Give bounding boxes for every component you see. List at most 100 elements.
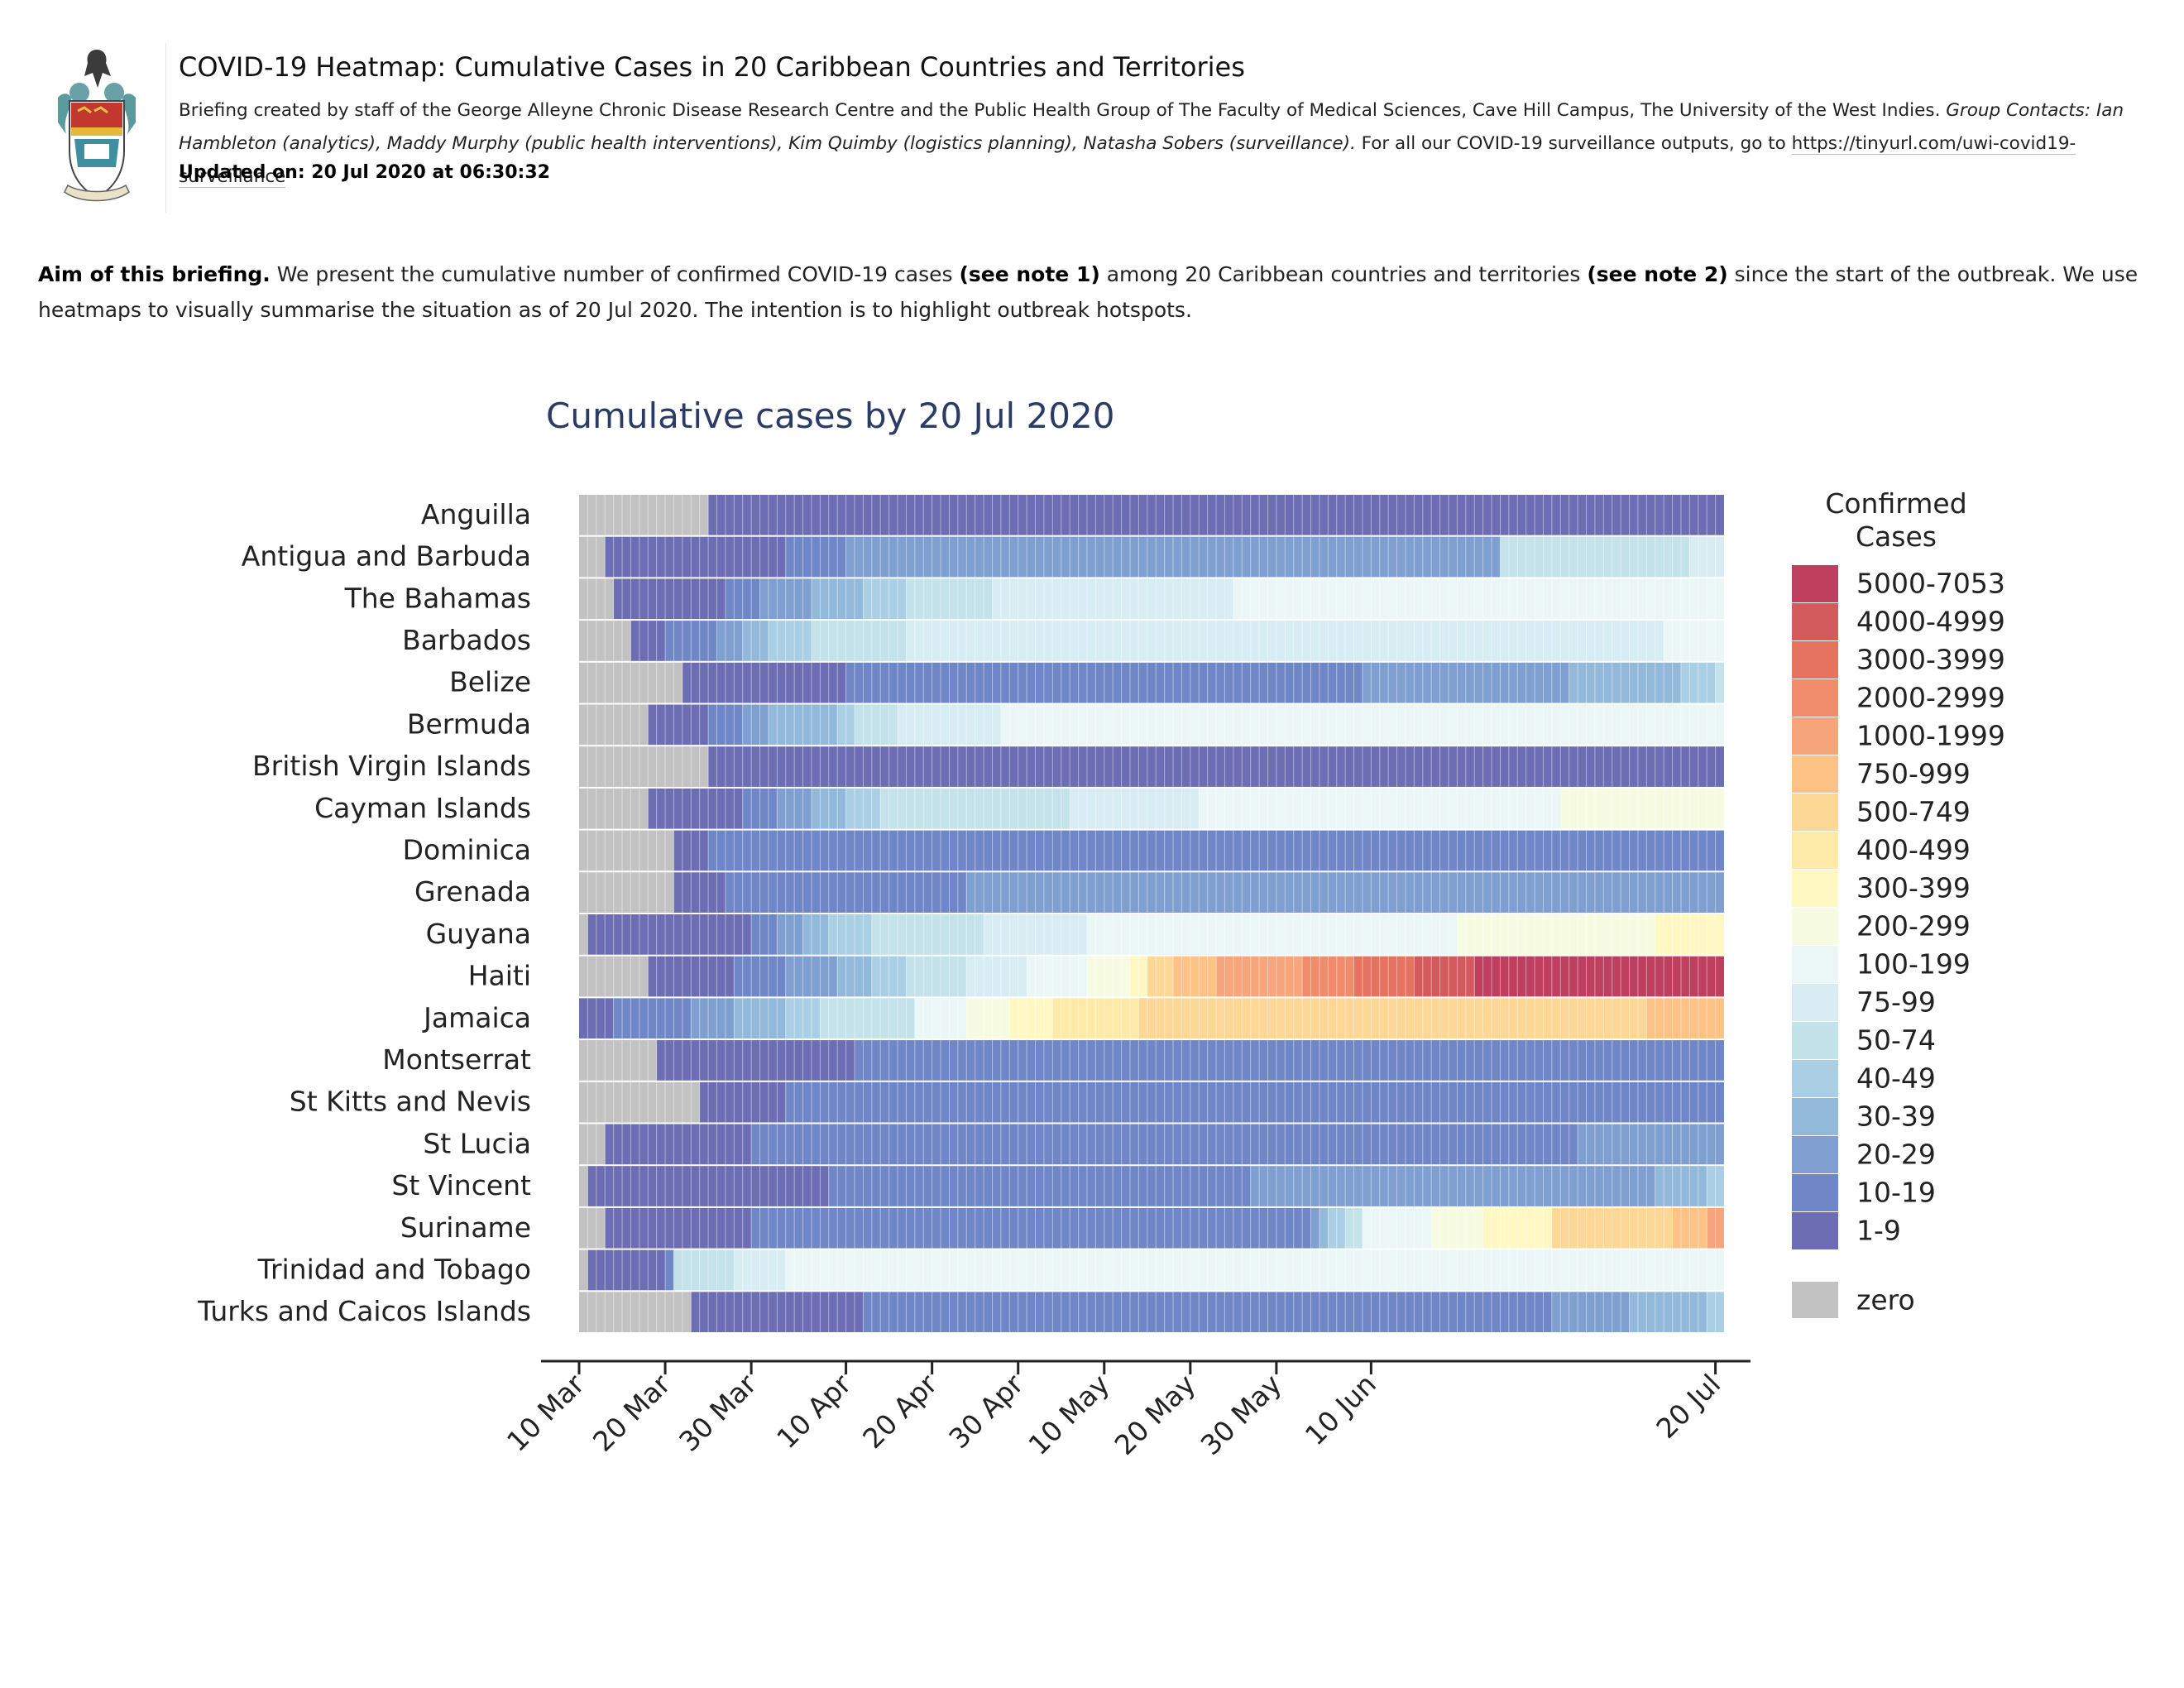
heatmap-band-turks-and-caicos-islands-3 [863,1292,1552,1332]
x-tick-label-20-may: 20 May [1109,1368,1202,1461]
aim-text-1: We present the cumulative number of conf… [270,262,960,286]
heatmap-band-cayman-islands-4 [777,788,812,829]
legend-label-400-499: 400-499 [1856,834,1971,866]
aim-note-2: (see note 2) [1587,262,1728,286]
heatmap-band-suriname-5 [1319,1207,1329,1249]
heatmap-band-belize-6 [1680,662,1716,703]
heatmap-band-suriname-11 [1551,1207,1673,1249]
x-tick-label-30-may: 30 May [1195,1368,1288,1461]
heatmap-band-jamaica-9 [1009,998,1053,1039]
heatmap-band-st-kitts-and-nevis-1 [579,1081,700,1123]
heatmap-band-guyana-10 [1457,914,1655,955]
heatmap-band-guyana-7 [871,914,984,955]
legend-swatch-200-299 [1792,908,1838,945]
legend-swatch-500-749 [1792,794,1838,831]
legend-label-40-49: 40-49 [1856,1062,1936,1095]
heatmap-band-montserrat-1 [579,1040,657,1081]
heatmap-band-jamaica-3 [691,998,735,1039]
x-tick-label-10-mar: 10 Mar [500,1368,591,1458]
row-label-guyana: Guyana [426,918,531,950]
row-label-cayman-islands: Cayman Islands [314,792,531,824]
heatmap-band-bermuda-2 [648,704,709,746]
heatmap-band-guyana-11 [1655,914,1724,955]
heatmap-band-haiti-5 [837,956,872,997]
heatmap-band-haiti-15 [1302,956,1354,997]
aim-label: Aim of this briefing. [38,262,271,286]
heatmap-band-st-lucia-4 [1578,1124,1724,1165]
heatmap-band-cayman-islands-8 [1070,788,1200,829]
heatmap-band-trinidad-and-tobago-4 [673,1249,735,1291]
heatmap-band-montserrat-2 [656,1040,855,1081]
heatmap-band-turks-and-caicos-islands-6 [1707,1292,1724,1332]
heatmap-band-antigua-and-barbuda-5 [1500,536,1690,578]
heatmap-band-trinidad-and-tobago-3 [665,1249,674,1291]
heatmap-band-suriname-10 [1482,1207,1552,1249]
x-tick-label-30-apr: 30 Apr [942,1368,1029,1455]
heatmap-band-grenada-2 [673,872,726,913]
heatmap-band-haiti-17 [1414,956,1475,997]
heatmap-band-the-bahamas-4 [759,578,812,620]
heatmap-band-suriname-1 [579,1207,606,1249]
heatmap-band-st-lucia-2 [605,1124,752,1165]
heatmap-band-st-vincent-4 [1250,1166,1655,1206]
heatmap-band-st-vincent-1 [579,1166,588,1206]
x-tick-label-30-mar: 30 Mar [673,1368,763,1458]
heatmap-band-haiti-9 [1027,956,1087,997]
heatmap-band-turks-and-caicos-islands-1 [579,1292,692,1332]
heatmap-band-guyana-4 [777,914,803,955]
legend-swatch-20-29 [1792,1136,1838,1173]
heatmap-band-haiti-7 [906,956,967,997]
aim-note-1: (see note 1) [959,262,1100,286]
heatmap-band-cayman-islands-7 [880,788,1070,829]
heatmap-band-antigua-and-barbuda-4 [845,536,1501,578]
heatmap-band-jamaica-7 [914,998,967,1039]
heatmap-band-suriname-13 [1707,1207,1724,1249]
heatmap-band-antigua-and-barbuda-6 [1689,536,1724,578]
heatmap-band-haiti-10 [1086,956,1130,997]
legend-swatch-30-39 [1792,1098,1838,1135]
byline-more: For all our COVID-19 surveillance output… [1355,133,1792,154]
row-label-trinidad-and-tobago: Trinidad and Tobago [257,1253,531,1285]
heatmap-band-st-vincent-2 [587,1166,829,1206]
heatmap-band-anguilla-2 [708,495,1724,535]
heatmap-band-the-bahamas-1 [579,578,614,620]
heatmap-band-barbados-5 [742,621,769,661]
legend-label-100-199: 100-199 [1856,948,1971,981]
row-label-montserrat: Montserrat [382,1043,531,1076]
heatmap-band-belize-4 [1362,662,1569,703]
legend-label-5000-7053: 5000-7053 [1856,568,2005,600]
heatmap-band-belize-5 [1569,662,1681,703]
heatmap-band-barbados-6 [768,621,812,661]
legend-label-500-749: 500-749 [1856,796,1971,828]
heatmap-band-st-vincent-5 [1655,1166,1707,1206]
legend-label-10-19: 10-19 [1856,1177,1936,1209]
row-label-st-kitts-and-nevis: St Kitts and Nevis [290,1086,531,1118]
heatmap-band-cayman-islands-9 [1199,788,1561,829]
x-tick-label-10-apr: 10 Apr [770,1368,857,1455]
heatmap-band-turks-and-caicos-islands-4 [1551,1292,1630,1332]
heatmap-band-jamaica-2 [613,998,692,1039]
heatmap-band-jamaica-8 [966,998,1010,1039]
heatmap-band-jamaica-10 [1052,998,1139,1039]
heatmap-band-suriname-7 [1345,1207,1363,1249]
heatmap-band-anguilla-1 [579,495,709,535]
x-tick-label-20-jul: 20 Jul [1650,1368,1727,1445]
heatmap-band-the-bahamas-2 [613,578,726,620]
legend-label-20-29: 20-29 [1856,1139,1936,1171]
heatmap-band-suriname-8 [1362,1207,1432,1249]
row-label-barbados: Barbados [402,624,531,656]
heatmap-band-dominica-1 [579,830,674,871]
legend-label-1-9: 1-9 [1856,1215,1901,1247]
surveillance-link[interactable]: https://tinyurl.com/uwi-covid19-surveill… [179,133,2076,188]
heatmap-band-suriname-9 [1431,1207,1483,1249]
legend-swatch-300-399 [1792,870,1838,907]
row-label-antigua-and-barbuda: Antigua and Barbuda [242,540,531,573]
heatmap-band-belize-1 [579,662,682,703]
heatmap-band-antigua-and-barbuda-1 [579,536,606,578]
heatmap-band-cayman-islands-1 [579,788,649,829]
heatmap-band-barbados-4 [716,621,743,661]
legend-swatch-5000-7053 [1792,565,1838,602]
row-label-anguilla: Anguilla [421,498,531,530]
heatmap-band-grenada-4 [966,872,1724,913]
heatmap-band-british-virgin-islands-1 [579,746,709,787]
